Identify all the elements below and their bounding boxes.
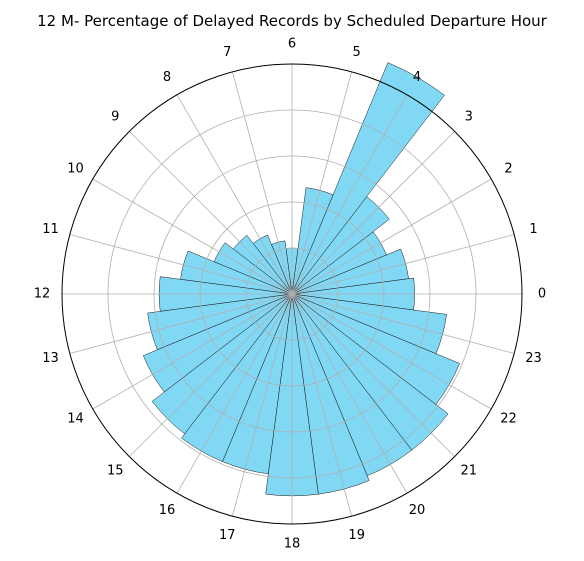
bars-group	[143, 63, 459, 496]
tick-label-4: 4	[413, 70, 421, 85]
tick-label-5: 5	[353, 45, 361, 60]
tick-label-23: 23	[525, 351, 542, 366]
tick-label-12: 12	[34, 287, 51, 302]
tick-label-19: 19	[348, 528, 365, 543]
tick-label-7: 7	[223, 45, 231, 60]
tick-label-6: 6	[288, 37, 296, 52]
tick-label-0: 0	[538, 287, 546, 302]
tick-label-11: 11	[42, 222, 59, 237]
tick-label-8: 8	[163, 70, 171, 85]
tick-label-21: 21	[461, 463, 478, 478]
grid-group	[62, 64, 522, 524]
tick-label-17: 17	[219, 528, 236, 543]
tick-label-14: 14	[67, 412, 84, 427]
tick-label-1: 1	[529, 222, 537, 237]
tick-label-13: 13	[42, 351, 59, 366]
tick-label-9: 9	[111, 110, 119, 125]
tick-label-10: 10	[67, 162, 84, 177]
tick-label-2: 2	[504, 162, 512, 177]
tick-label-18: 18	[284, 537, 301, 552]
tick-label-16: 16	[159, 503, 176, 518]
tick-label-22: 22	[500, 412, 517, 427]
tick-label-20: 20	[409, 503, 426, 518]
tick-label-3: 3	[465, 110, 473, 125]
tick-label-15: 15	[107, 463, 124, 478]
